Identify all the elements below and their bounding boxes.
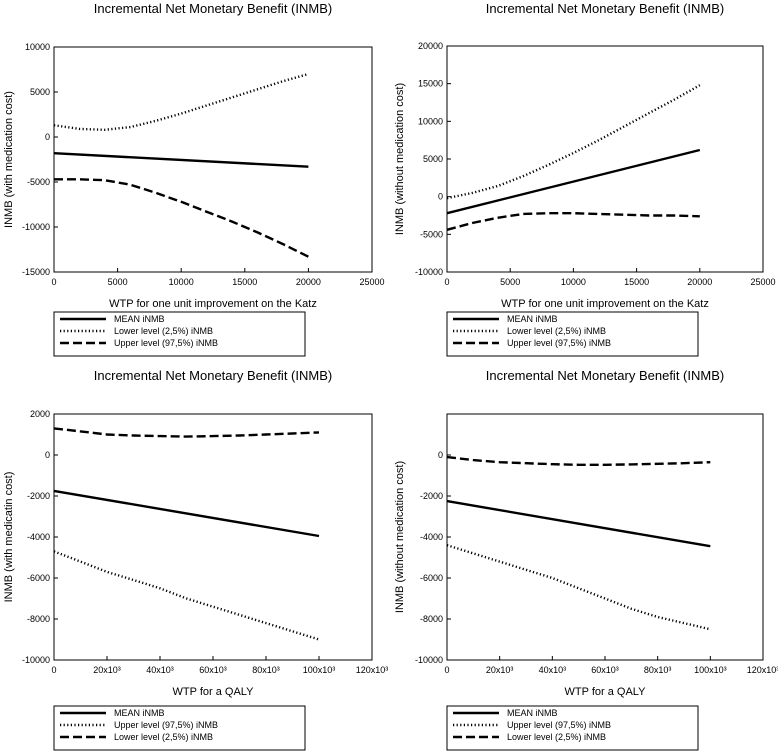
chart-title: Incremental Net Monetary Benefit (INMB) [94, 1, 332, 16]
series-line-solid [53, 152, 309, 168]
series-line-dashed [53, 427, 320, 438]
x-tick-label: 5000 [500, 277, 520, 287]
x-tick-label: 80x10³ [252, 665, 280, 675]
series-line-dashed [446, 211, 700, 231]
y-tick-label: 15000 [418, 79, 443, 89]
chart-panel-2: Incremental Net Monetary Benefit (INMB) -… [394, 1, 776, 357]
x-tick-label: 40x10³ [539, 665, 567, 675]
y-tick-label: -4000 [420, 532, 443, 542]
x-tick-label: 20000 [296, 277, 321, 287]
x-axis-label: WTP for a QALY [565, 686, 647, 698]
legend-label: Upper level (97,5%) iNMB [507, 338, 611, 348]
chart-panel-1: Incremental Net Monetary Benefit (INMB) -… [3, 1, 385, 357]
y-tick-label: -10000 [22, 655, 50, 665]
y-tick-label: 0 [438, 192, 443, 202]
legend-label: Lower level (2,5%) iNMB [507, 326, 606, 336]
y-tick-label: -10000 [415, 655, 443, 665]
legend-label: Lower level (2,5%) iNMB [507, 732, 606, 742]
legend-label: Upper level (97,5%) iNMB [114, 720, 218, 730]
y-tick-label: -10000 [415, 267, 443, 277]
x-tick-label: 5000 [108, 277, 128, 287]
chart-panel-4: Incremental Net Monetary Benefit (INMB) -… [394, 368, 778, 751]
series-line-dashed [54, 178, 309, 258]
legend-label: Upper level (97,5%) iNMB [507, 720, 611, 730]
x-axis-label: WTP for one unit improvement on the Katz [501, 298, 709, 310]
x-tick-label: 10000 [561, 277, 586, 287]
y-tick-label: 5000 [423, 154, 443, 164]
chart-title: Incremental Net Monetary Benefit (INMB) [486, 368, 724, 383]
legend-label: MEAN iNMB [114, 314, 165, 324]
y-tick-label: -10000 [22, 222, 50, 232]
y-tick-label: -4000 [27, 532, 50, 542]
x-tick-label: 60x10³ [591, 665, 619, 675]
legend-label: MEAN iNMB [507, 708, 558, 718]
y-tick-label: 0 [45, 132, 50, 142]
x-tick-label: 15000 [232, 277, 257, 287]
x-tick-label: 120x10³ [356, 665, 389, 675]
y-axis-label: INMB (with medication cost) [3, 91, 15, 228]
legend-label: Lower level (2,5%) iNMB [114, 326, 213, 336]
plot-frame [53, 46, 373, 273]
x-tick-label: 40x10³ [146, 665, 174, 675]
x-tick-label: 20000 [687, 277, 712, 287]
series-line-dotted [53, 550, 320, 641]
y-tick-label: -8000 [420, 614, 443, 624]
legend-label: Upper level (97,5%) iNMB [114, 338, 218, 348]
series-line-dotted [446, 544, 711, 631]
chart-panel-3: Incremental Net Monetary Benefit (INMB) -… [3, 368, 389, 751]
y-tick-label: 0 [438, 450, 443, 460]
series-line-dotted [53, 72, 309, 132]
legend-label: Lower level (2,5%) iNMB [114, 732, 213, 742]
x-tick-label: 100x10³ [303, 665, 336, 675]
y-axis-label: INMB (without medication cost) [394, 83, 406, 235]
series-line-solid [53, 489, 320, 538]
x-tick-label: 0 [444, 665, 449, 675]
x-axis-label: WTP for one unit improvement on the Katz [109, 298, 317, 310]
y-tick-label: -5000 [27, 177, 50, 187]
chart-title: Incremental Net Monetary Benefit (INMB) [94, 368, 332, 383]
x-tick-label: 25000 [750, 277, 775, 287]
y-tick-label: -6000 [27, 573, 50, 583]
x-tick-label: 0 [51, 277, 56, 287]
x-tick-label: 20x10³ [486, 665, 514, 675]
y-tick-label: -2000 [420, 491, 443, 501]
x-tick-label: 0 [444, 277, 449, 287]
y-tick-label: -2000 [27, 491, 50, 501]
plot-frame [53, 413, 373, 661]
y-axis-label: INMB (without medication cost) [394, 461, 406, 613]
x-tick-label: 0 [51, 665, 56, 675]
y-tick-label: -6000 [420, 573, 443, 583]
chart-title: Incremental Net Monetary Benefit (INMB) [486, 1, 724, 16]
y-tick-label: 2000 [30, 409, 50, 419]
legend-label: MEAN iNMB [114, 708, 165, 718]
y-tick-label: -15000 [22, 267, 50, 277]
y-axis-label: INMB (with medicatin cost) [3, 472, 15, 603]
x-tick-label: 120x10³ [747, 665, 778, 675]
series-line-dotted [446, 84, 701, 200]
y-tick-label: -5000 [420, 229, 443, 239]
y-tick-label: 10000 [25, 42, 50, 52]
x-axis-label: WTP for a QALY [173, 686, 255, 698]
y-tick-label: -8000 [27, 614, 50, 624]
x-tick-label: 20x10³ [93, 665, 121, 675]
y-tick-label: 5000 [30, 87, 50, 97]
plot-frame [446, 413, 764, 661]
y-tick-label: 10000 [418, 116, 443, 126]
x-tick-label: 10000 [169, 277, 194, 287]
series-line-solid [446, 499, 711, 548]
x-tick-label: 80x10³ [644, 665, 672, 675]
y-tick-label: 0 [45, 450, 50, 460]
x-tick-label: 60x10³ [199, 665, 227, 675]
legend-box [446, 705, 699, 751]
plot-frame [446, 45, 764, 273]
series-line-solid [446, 148, 701, 215]
x-tick-label: 25000 [359, 277, 384, 287]
x-tick-label: 15000 [624, 277, 649, 287]
legend-label: MEAN iNMB [507, 314, 558, 324]
x-tick-label: 100x10³ [694, 665, 727, 675]
y-tick-label: 20000 [418, 41, 443, 51]
series-line-dashed [446, 455, 711, 466]
